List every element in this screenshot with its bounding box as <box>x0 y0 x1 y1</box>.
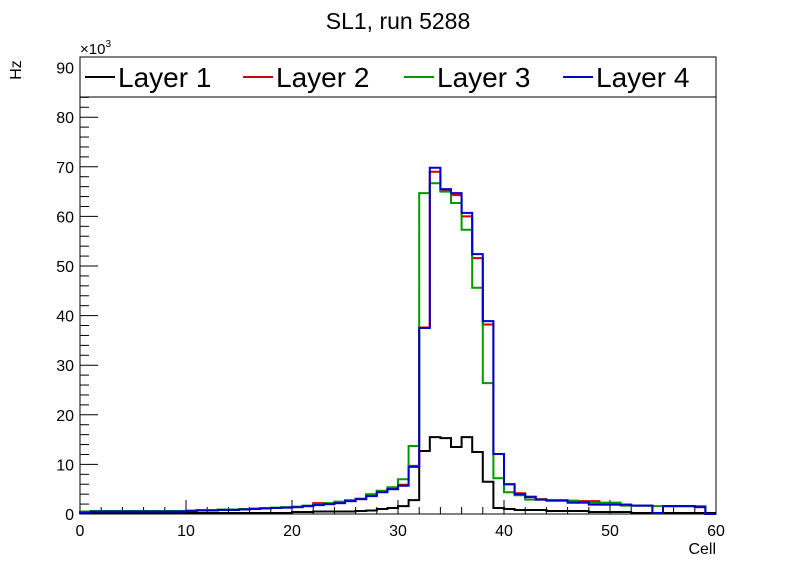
y-axis-label: Hz <box>8 60 25 80</box>
x-tick-label: 10 <box>177 523 195 540</box>
legend-label: Layer 2 <box>276 62 369 93</box>
legend-entry-layer-1: Layer 1 <box>85 62 211 93</box>
x-tick-label: 30 <box>389 523 407 540</box>
legend: Layer 1 Layer 2 Layer 3 Layer 4 <box>79 56 717 98</box>
histogram-line <box>79 166 716 515</box>
y-tick-label: 80 <box>56 110 74 127</box>
series-group <box>79 166 716 515</box>
y-tick-label: 60 <box>56 209 74 226</box>
legend-label: Layer 3 <box>437 62 530 93</box>
histogram-line <box>79 436 716 514</box>
legend-label: Layer 1 <box>118 62 211 93</box>
y-tick-label: 50 <box>56 259 74 276</box>
x-tick-label: 60 <box>707 523 725 540</box>
chart-title: SL1, run 5288 <box>326 8 471 34</box>
plot-frame <box>79 56 717 515</box>
legend-box <box>79 56 717 98</box>
tick-labels: 0 10 20 30 40 50 60 70 80 90 0 10 20 30 40 50 60 <box>56 61 725 540</box>
x-axis-label: Cell <box>688 541 716 558</box>
y-multiplier-base: ×10 <box>80 41 105 58</box>
x-tick-label: 20 <box>283 523 301 540</box>
y-tick-label: 90 <box>56 61 74 78</box>
legend-entry-layer-4: Layer 4 <box>563 62 689 93</box>
series-layer-4 <box>79 166 716 515</box>
x-tick-label: 50 <box>601 523 619 540</box>
legend-label: Layer 4 <box>596 62 689 93</box>
y-tick-label: 30 <box>56 358 74 375</box>
y-tick-label: 10 <box>56 457 74 474</box>
y-multiplier: ×103 <box>80 39 111 58</box>
x-tick-label: 0 <box>76 523 85 540</box>
series-layer-1 <box>79 436 716 514</box>
legend-entry-layer-3: Layer 3 <box>404 62 530 93</box>
legend-entry-layer-2: Layer 2 <box>243 62 369 93</box>
y-tick-label: 0 <box>65 507 74 524</box>
x-tick-label: 40 <box>495 523 513 540</box>
y-multiplier-exponent: 3 <box>105 39 111 50</box>
y-tick-label: 40 <box>56 309 74 326</box>
y-tick-label: 70 <box>56 160 74 177</box>
y-tick-label: 20 <box>56 408 74 425</box>
